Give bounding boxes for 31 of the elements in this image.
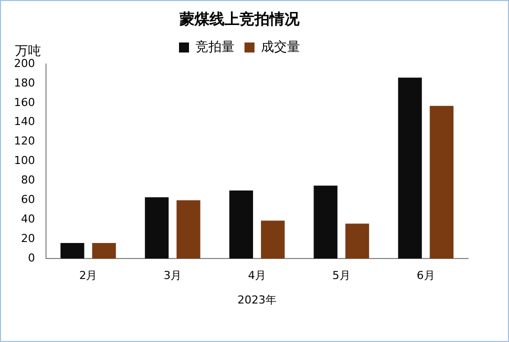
x-tick-label: 6月 <box>416 269 435 282</box>
y-tick-label: 40 <box>20 212 35 226</box>
y-tick-label: 180 <box>14 76 35 90</box>
y-tick-label: 140 <box>14 115 35 128</box>
bar <box>92 243 116 259</box>
y-tick-label: 200 <box>14 56 35 70</box>
bar <box>260 220 285 259</box>
legend-label: 成交量 <box>261 38 300 55</box>
bar <box>314 186 338 259</box>
bar <box>430 106 454 259</box>
y-tick-label: 0 <box>28 251 35 264</box>
y-axis-title: 万吨 <box>14 44 41 59</box>
x-tick-label: 2月 <box>79 269 98 282</box>
x-axis-title: 2023年 <box>238 293 276 306</box>
bar <box>144 197 169 259</box>
y-tick-label: 160 <box>14 96 35 109</box>
chart-title: 蒙煤线上竞拍情况 <box>178 10 300 28</box>
y-tick-label: 20 <box>20 232 35 245</box>
legend-label: 竞拍量 <box>196 40 234 55</box>
x-tick-label: 4月 <box>248 269 266 282</box>
x-tick-label: 5月 <box>332 269 350 282</box>
bar <box>345 224 370 259</box>
x-tick-label: 3月 <box>164 269 182 282</box>
y-tick-label: 120 <box>14 134 35 148</box>
bar <box>398 78 422 259</box>
bar <box>60 243 84 259</box>
bar <box>176 200 200 259</box>
bar <box>229 190 254 259</box>
y-tick-label: 60 <box>20 193 35 206</box>
y-tick-label: 80 <box>20 174 35 187</box>
y-tick-label: 100 <box>14 154 35 168</box>
